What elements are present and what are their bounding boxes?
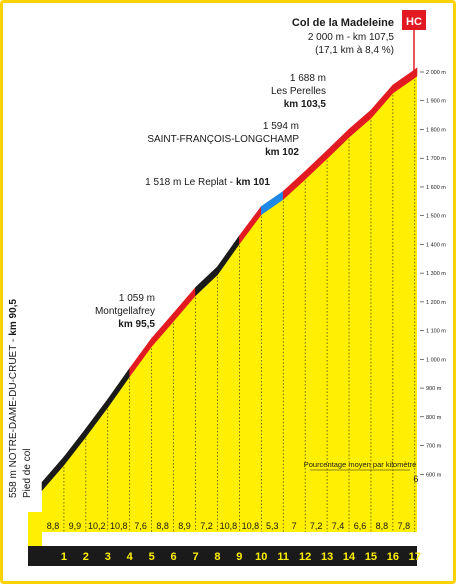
km-label: 6 xyxy=(171,551,177,563)
km-label: 14 xyxy=(343,551,356,563)
gradient-label: 9,9 xyxy=(69,521,82,531)
km-band-bar xyxy=(28,546,417,566)
gradient-label: 7,8 xyxy=(398,521,411,531)
waypoint-km: km 101 xyxy=(236,177,270,188)
climb-name: Col de la Madeleine xyxy=(292,17,394,29)
category-flag xyxy=(402,10,426,30)
km-label: 11 xyxy=(277,551,289,563)
km-gridlines xyxy=(63,79,416,532)
gradient-label: 7,4 xyxy=(332,521,345,531)
gradient-labels: 8,8 9,9 10,2 10,8 7,6 8,8 8,9 7,2 10,8 10,8 5,3 7 7,… xyxy=(47,474,419,531)
y-tick-label: 1 700 m xyxy=(426,156,446,162)
y-tick-label: 1 300 m xyxy=(426,271,446,277)
gradient-label: 8,8 xyxy=(156,521,169,531)
profile-area-layer xyxy=(42,72,417,532)
waypoint-km: km 102 xyxy=(265,147,299,158)
gradient-label: 7 xyxy=(292,521,297,531)
waypoint-name: Les Perelles xyxy=(271,86,326,97)
y-tick-label: 700 m xyxy=(426,444,442,450)
altitude-axis: 600 m 700 m 800 m 900 m 1 000 m 1 100 m 1 200 … xyxy=(420,70,446,478)
gradient-label: 10,8 xyxy=(110,521,128,531)
y-tick-label: 1 400 m xyxy=(426,242,446,248)
gradient-label: 7,2 xyxy=(200,521,213,531)
waypoint-km: km 103,5 xyxy=(284,99,327,110)
km-band: 1 2 3 4 5 6 7 8 9 10 11 12 13 14 15 16 17 xyxy=(28,512,421,566)
gradient-label: 6,6 xyxy=(354,521,367,531)
km-label: 2 xyxy=(83,551,89,563)
km-label: 16 xyxy=(387,551,399,563)
start-block xyxy=(28,512,42,546)
profile-segment xyxy=(414,67,418,79)
waypoint-altitude: 1 518 m Le Replat - xyxy=(145,177,233,188)
gradient-label: 8,9 xyxy=(178,521,191,531)
gradient-label: 7,2 xyxy=(310,521,323,531)
km-label: 9 xyxy=(236,551,242,563)
gradient-label: 5,3 xyxy=(266,521,279,531)
waypoint-altitude: 1 594 m xyxy=(263,121,299,132)
profile-line-layer xyxy=(41,67,418,492)
y-tick-label: 1 200 m xyxy=(426,300,446,306)
y-tick-label: 1 600 m xyxy=(426,185,446,191)
y-tick-label: 2 000 m xyxy=(426,70,446,76)
y-tick-label: 1 900 m xyxy=(426,99,446,105)
gradient-label: 10,2 xyxy=(88,521,106,531)
km-label: 4 xyxy=(127,551,134,563)
waypoint-altitude: 1 688 m xyxy=(290,73,326,84)
waypoint-altitude: 1 059 m xyxy=(119,293,155,304)
km-label: 3 xyxy=(105,551,111,563)
climb-length-gradient: (17,1 km à 8,4 %) xyxy=(315,45,394,56)
summit-flag: HC xyxy=(402,10,426,78)
summit-altitude-km: 2 000 m - km 107,5 xyxy=(308,32,395,43)
y-tick-label: 900 m xyxy=(426,386,442,392)
y-tick-label: 1 000 m xyxy=(426,357,446,363)
category-label: HC xyxy=(406,16,422,28)
start-km: km 90,5 xyxy=(8,299,19,336)
gradient-caption: Pourcentage moyen par kilomètre xyxy=(304,460,417,469)
gradient-label: 7,6 xyxy=(134,521,147,531)
km-label: 7 xyxy=(192,551,198,563)
y-tick-label: 1 800 m xyxy=(426,127,446,133)
km-label: 13 xyxy=(321,551,333,563)
waypoint-name: SAINT-FRANÇOIS-LONGCHAMP xyxy=(147,134,299,145)
gradient-label: 6 xyxy=(413,474,418,484)
gradient-label: 10,8 xyxy=(220,521,238,531)
km-label: 17 xyxy=(409,551,421,563)
y-tick-label: 600 m xyxy=(426,472,442,478)
y-tick-label: 1 100 m xyxy=(426,329,446,335)
km-label: 8 xyxy=(214,551,220,563)
y-tick-label: 1 500 m xyxy=(426,214,446,220)
waypoint-name: Montgellafrey xyxy=(95,306,155,317)
start-note: Pied de col xyxy=(22,449,33,498)
km-label: 10 xyxy=(255,551,267,563)
gradient-label: 10,8 xyxy=(242,521,260,531)
profile-area xyxy=(42,72,417,532)
km-label: 1 xyxy=(61,551,67,563)
start-altitude-name: 558 m NOTRE-DAME-DU-CRUET - xyxy=(8,339,19,498)
y-tick-label: 800 m xyxy=(426,415,442,421)
km-label: 15 xyxy=(365,551,377,563)
start-location: 558 m NOTRE-DAME-DU-CRUET - km 90,5 xyxy=(8,299,19,498)
waypoint-km: km 95,5 xyxy=(118,319,155,330)
gradient-label: 8,8 xyxy=(47,521,60,531)
km-label: 5 xyxy=(149,551,155,563)
gradient-label: 8,8 xyxy=(376,521,389,531)
km-label: 12 xyxy=(299,551,311,563)
